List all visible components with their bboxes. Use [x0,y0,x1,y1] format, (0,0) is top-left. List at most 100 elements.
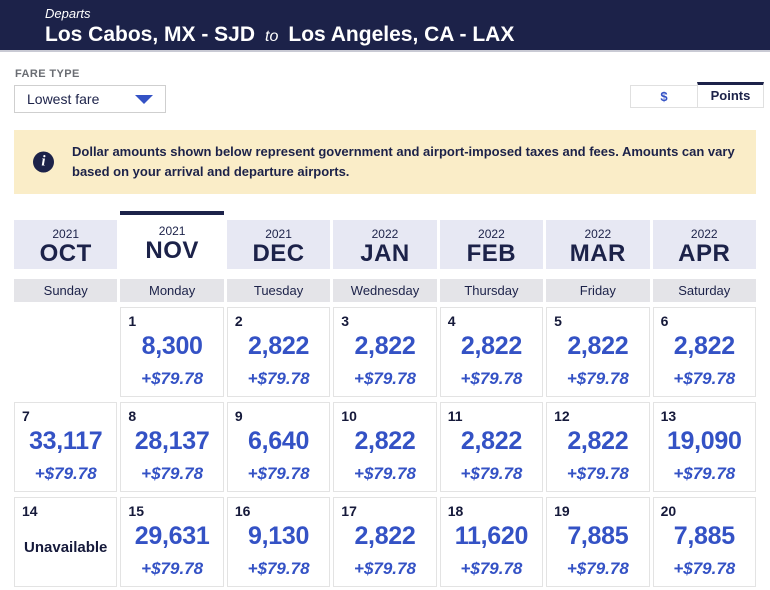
points-fare-value: 2,822 [354,332,416,361]
points-fare-value: 33,117 [29,427,103,456]
month-tab-feb[interactable]: 2022 FEB [439,220,544,270]
calendar-cell-day-10[interactable]: 10 2,822 +$79.78 [333,402,437,493]
month-tab-apr[interactable]: 2022 APR [652,220,756,270]
calendar-cell-day-16[interactable]: 16 9,130 +$79.78 [226,497,331,588]
calendar-cell-day-15[interactable]: 15 29,631 +$79.78 [120,497,224,588]
chevron-down-icon [135,94,153,104]
month-tab-dec[interactable]: 2021 DEC [226,220,331,270]
day-number: 2 [234,313,243,330]
route-header: Departs Los Cabos, MX - SJD to Los Angeles… [0,0,770,52]
weekday-label-monday: Monday [120,279,224,303]
month-tab-jan[interactable]: 2022 JAN [333,220,437,270]
day-number: 19 [554,503,570,520]
calendar-cell-day-14-unavailable: 14 Unavailable [14,497,118,588]
fare-type-selected-value: Lowest fare [27,91,100,107]
day-number: 1 [128,313,137,330]
day-number: 8 [128,408,137,425]
weekday-label-saturday: Saturday [652,279,756,303]
route-title: Los Cabos, MX - SJD to Los Angeles, CA - L… [45,22,760,50]
tab-month: APR [678,240,731,268]
taxes-fees-value: +$79.78 [460,369,523,389]
calendar-cell-empty [14,307,118,398]
calendar-cell-day-12[interactable]: 12 2,822 +$79.78 [546,402,650,493]
tab-month: FEB [466,240,517,268]
taxes-fees-value: +$79.78 [460,559,523,579]
taxes-fees-value: +$79.78 [354,464,416,484]
day-number: 12 [554,408,570,425]
tab-month: MAR [569,240,626,268]
day-number: 16 [234,503,251,520]
points-fare-value: 19,090 [666,427,742,456]
fare-calendar-grid: 1 8,300 +$79.78 2 2,822 +$79.78 3 2,822 +$79.78 4… [14,307,756,588]
departs-label: Departs [45,6,91,21]
points-toggle-button[interactable]: Points [697,82,764,108]
day-number: 15 [128,503,144,520]
tab-year: 2021 [52,227,80,242]
calendar-cell-day-2[interactable]: 2 2,822 +$79.78 [226,307,331,398]
points-fare-value: 29,631 [134,522,210,551]
points-fare-value: 9,130 [248,522,310,551]
taxes-fees-value: +$79.78 [141,559,204,579]
fare-type-select[interactable]: Lowest fare [14,85,166,113]
day-number: 7 [22,408,30,425]
day-number: 20 [660,503,677,520]
calendar-cell-day-8[interactable]: 8 28,137 +$79.78 [120,402,224,493]
taxes-fees-value: +$79.78 [141,369,204,389]
points-fare-value: 11,620 [454,522,529,551]
unavailable-label: Unavailable [24,538,108,556]
points-fare-value: 2,822 [354,522,416,551]
day-number: 4 [447,313,456,330]
taxes-fees-value: +$79.78 [566,369,629,389]
month-tab-oct[interactable]: 2021 OCT [14,220,118,270]
day-number: 6 [660,313,669,330]
calendar-cell-day-9[interactable]: 9 6,640 +$79.78 [226,402,331,493]
calendar-cell-day-7[interactable]: 7 33,117 +$79.78 [14,402,118,493]
weekday-label-sunday: Sunday [14,279,118,303]
points-fare-value: 2,822 [567,332,629,361]
controls-row: FARE TYPE Lowest fare $ Points [0,52,770,128]
taxes-fees-value: +$79.78 [34,464,97,484]
calendar-cell-day-4[interactable]: 4 2,822 +$79.78 [439,307,544,398]
taxes-fees-value: +$79.78 [354,369,416,389]
calendar-cell-day-5[interactable]: 5 2,822 +$79.78 [546,307,650,398]
calendar-cell-day-3[interactable]: 3 2,822 +$79.78 [333,307,437,398]
taxes-fees-value: +$79.78 [354,559,416,579]
points-fare-value: 2,822 [354,427,416,456]
tab-month: OCT [39,240,92,268]
calendar-cell-day-1[interactable]: 1 8,300 +$79.78 [120,307,224,398]
calendar-cell-day-13[interactable]: 13 19,090 +$79.78 [652,402,756,493]
weekday-label-friday: Friday [546,279,650,303]
taxes-fees-value: +$79.78 [141,464,204,484]
tab-year: 2021 [158,224,186,239]
points-fare-value: 2,822 [567,427,629,456]
taxes-fees-value: +$79.78 [247,559,310,579]
taxes-fees-value: +$79.78 [673,464,736,484]
calendar-cell-day-18[interactable]: 18 11,620 +$79.78 [439,497,544,588]
calendar-cell-day-20[interactable]: 20 7,885 +$79.78 [652,497,756,588]
month-tab-nov[interactable]: 2021 NOV [120,211,224,270]
calendar-cell-day-11[interactable]: 11 2,822 +$79.78 [439,402,544,493]
day-number: 5 [554,313,562,330]
day-number: 11 [447,408,463,425]
tab-month: DEC [252,240,305,268]
tab-year: 2022 [371,227,399,242]
tab-year: 2022 [478,227,505,242]
calendar-cell-day-17[interactable]: 17 2,822 +$79.78 [333,497,437,588]
info-icon: i [33,151,54,173]
day-number: 9 [234,408,243,425]
calendar-cell-day-6[interactable]: 6 2,822 +$79.78 [652,307,756,398]
tab-year: 2021 [265,227,292,242]
day-number: 14 [22,503,38,520]
month-tab-mar[interactable]: 2022 MAR [546,220,650,270]
taxes-fees-value: +$79.78 [247,369,310,389]
points-fare-value: 6,640 [248,427,310,456]
points-fare-value: 2,822 [460,332,522,361]
dollar-toggle-button[interactable]: $ [630,85,697,108]
points-fare-value: 2,822 [460,427,522,456]
taxes-fees-value: +$79.78 [566,559,629,579]
day-number: 18 [447,503,464,520]
calendar-cell-day-19[interactable]: 19 7,885 +$79.78 [546,497,650,588]
tab-year: 2022 [690,227,718,242]
day-number: 10 [341,408,357,425]
points-fare-value: 2,822 [248,332,310,361]
